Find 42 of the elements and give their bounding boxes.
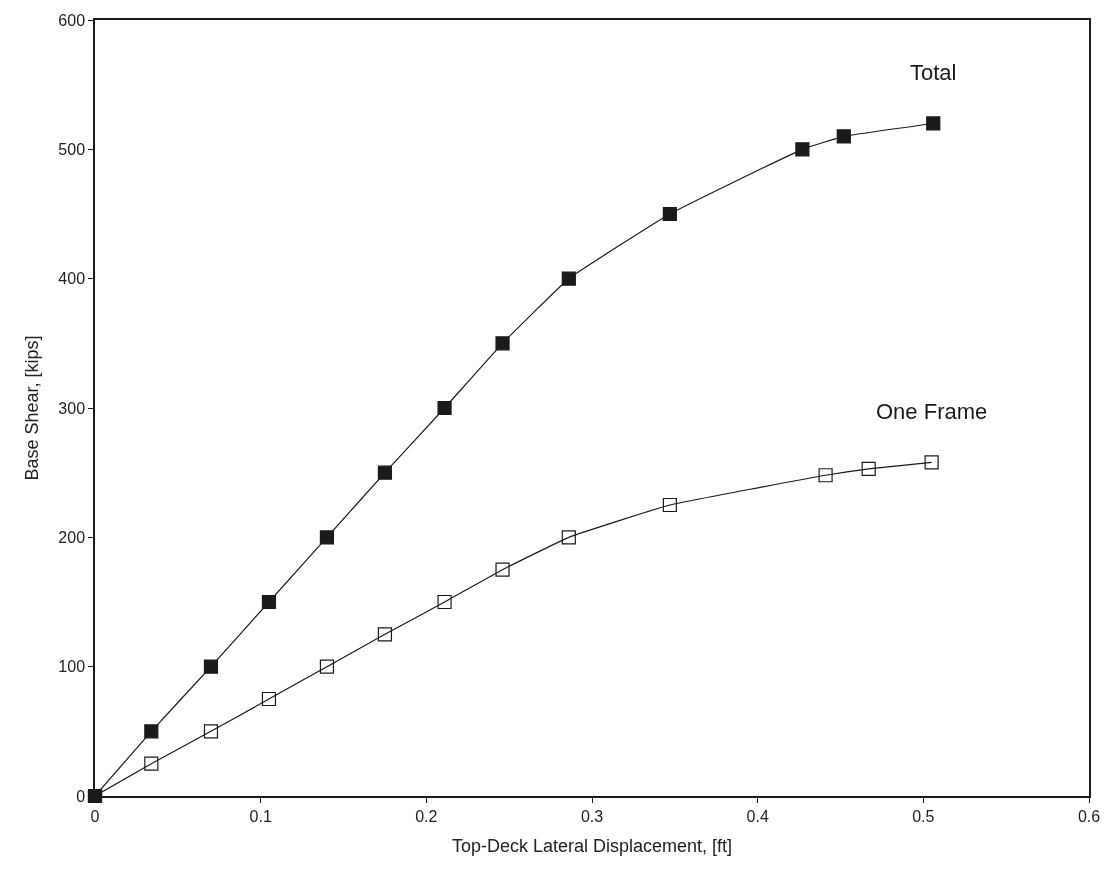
y-tick-label: 200	[58, 528, 86, 546]
point	[261, 594, 277, 610]
point	[144, 724, 159, 739]
point	[319, 530, 335, 545]
point	[836, 129, 851, 144]
point	[377, 627, 393, 642]
y-tick-label: 500	[58, 140, 86, 158]
y-tick-label: 600	[58, 11, 86, 29]
point	[377, 465, 393, 480]
point	[319, 659, 335, 674]
series-label: One Frame	[876, 399, 988, 424]
point	[662, 206, 677, 222]
point	[495, 562, 510, 577]
point	[437, 400, 452, 416]
x-tick-label: 0.2	[415, 807, 438, 825]
x-axis-title: Top-Deck Lateral Displacement, [ft]	[451, 835, 733, 856]
x-tick-label: 0.3	[580, 807, 604, 825]
point	[495, 336, 510, 351]
x-tick-label: 0.1	[249, 807, 272, 825]
point	[795, 142, 810, 157]
x-tick-label: 0.4	[746, 807, 769, 825]
point	[261, 691, 277, 707]
x-tick-label: 0.6	[1077, 807, 1101, 825]
point	[437, 594, 452, 610]
point	[203, 724, 219, 739]
y-tick-label: 300	[58, 399, 86, 417]
y-tick-label: 100	[58, 658, 86, 676]
point	[203, 659, 219, 674]
y-tick-label: 400	[58, 270, 86, 288]
point	[924, 455, 939, 470]
point	[926, 116, 941, 131]
point	[861, 461, 876, 476]
point	[561, 271, 576, 286]
point	[818, 468, 833, 483]
y-axis-title: Base Shear, [kips]	[22, 335, 43, 481]
point	[561, 530, 576, 545]
y-tick-label: 0	[76, 787, 86, 805]
point	[662, 497, 677, 513]
point	[144, 756, 159, 771]
x-tick-label: 0	[90, 807, 100, 825]
x-tick-label: 0.5	[912, 807, 935, 825]
series-label: Total	[910, 60, 957, 85]
